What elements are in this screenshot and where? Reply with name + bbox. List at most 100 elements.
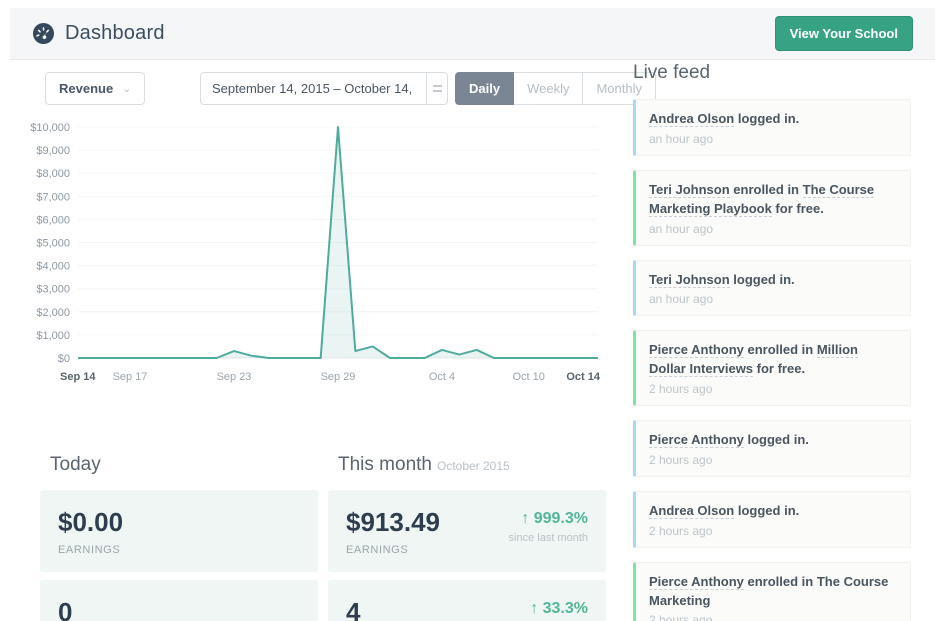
feed-text: logged in.	[729, 271, 795, 287]
feed-item-login: Pierce Anthony logged in. 2 hours ago	[633, 420, 911, 477]
feed-link[interactable]: Pierce Anthony	[649, 573, 744, 590]
x-axis-tick: Sep 14	[60, 371, 96, 383]
feed-item-timestamp: an hour ago	[649, 292, 714, 307]
feed-link[interactable]: The Course Marketing Playbook	[649, 181, 875, 217]
feed-text: enrolled in	[743, 573, 817, 589]
chart-line	[78, 126, 598, 359]
stat-label: EARNINGS	[58, 544, 121, 556]
feed-item-timestamp: an hour ago	[649, 221, 714, 236]
today-card-0: $0.00 EARNINGS	[40, 490, 318, 572]
page-title: Dashboard	[65, 22, 165, 44]
y-axis-tick: $3,000	[36, 284, 70, 296]
feed-item-login: Andrea Olson logged in. 2 hours ago	[633, 490, 911, 548]
feed-item-text: Pierce Anthony enrolled in Million Dolla…	[649, 341, 898, 379]
chevron-down-icon: ⌄	[122, 83, 132, 95]
live-feed-heading: Live feed	[633, 62, 711, 83]
view-your-school-button[interactable]: View Your School	[774, 16, 913, 51]
stat-value: $0.00	[58, 507, 124, 537]
feed-link[interactable]: Teri Johnson	[649, 271, 730, 288]
feed-item-login: Teri Johnson logged in. an hour ago	[633, 259, 911, 317]
stat-label: EARNINGS	[346, 544, 409, 556]
stat-delta: ↑ 33.3%	[530, 600, 588, 617]
feed-item-login: Andrea Olson logged in. an hour ago	[633, 99, 911, 156]
feed-link[interactable]: Pierce Anthony	[649, 342, 744, 359]
tab-daily[interactable]: Daily	[455, 72, 515, 105]
this-month-stats: This month October 2015 $913.49 EARNINGS ↑ …	[328, 448, 606, 621]
top-bar: Dashboard View Your School	[10, 8, 935, 60]
stat-value: $913.49	[346, 507, 440, 537]
stat-delta-note: since last month	[508, 532, 588, 544]
date-range-group	[200, 72, 448, 105]
y-axis-tick: $8,000	[36, 168, 70, 180]
stat-delta: ↑ 999.3%	[521, 510, 588, 527]
feed-item-timestamp: an hour ago	[649, 131, 714, 146]
date-range-icon[interactable]	[426, 72, 448, 105]
feed-text: enrolled in	[743, 342, 817, 358]
x-axis-tick: Sep 23	[217, 371, 252, 383]
feed-text: for free.	[771, 200, 824, 216]
up-arrow-icon: ↑	[530, 600, 539, 617]
feed-text: enrolled in	[729, 181, 803, 197]
feed-link[interactable]: Andrea Olson	[649, 502, 735, 519]
this-month-subheading: October 2015	[436, 459, 510, 473]
feed-item-enroll: Pierce Anthony enrolled in The Course Ma…	[633, 561, 911, 621]
stat-value: 4	[346, 597, 361, 621]
dashboard-gauge-icon	[32, 22, 55, 45]
feed-text: The Course Marketing	[649, 573, 889, 608]
y-axis-tick: $4,000	[36, 261, 70, 273]
y-axis-tick: $9,000	[36, 145, 70, 157]
x-axis-tick: Oct 10	[512, 371, 544, 383]
revenue-chart: $0 $1,000 $2,000 $3,000 $4,000 $5,000 $6,000 $7…	[30, 122, 601, 383]
feed-link[interactable]: Andrea Olson	[649, 111, 735, 127]
granularity-tabs: Daily Weekly Monthly	[455, 72, 656, 105]
feed-item-text: Pierce Anthony enrolled in The Course Ma…	[649, 573, 898, 611]
this-month-card-1: 4↑ 33.3%since last month	[328, 580, 606, 621]
this-month-card-0: $913.49 EARNINGS ↑ 999.3% since last month	[328, 490, 606, 572]
feed-item-enroll: Pierce Anthony enrolled in Million Dolla…	[633, 330, 911, 407]
live-feed: Live feed Andrea Olson logged in. an hour…	[633, 62, 911, 621]
feed-item-timestamp: 2 hours ago	[649, 452, 713, 467]
feed-text: logged in.	[734, 111, 800, 126]
stat-value: 0	[58, 597, 73, 621]
feed-text: logged in.	[743, 432, 809, 448]
y-axis-tick: $6,000	[36, 214, 70, 226]
feed-item-text: Andrea Olson logged in.	[649, 110, 898, 129]
feed-item-timestamp: 2 hours ago	[649, 382, 713, 397]
page-title-group: Dashboard	[32, 22, 165, 45]
feed-link[interactable]: Pierce Anthony	[649, 432, 744, 449]
live-feed-list: Andrea Olson logged in. an hour ago Teri J…	[633, 99, 911, 621]
feed-item-text: Teri Johnson logged in.	[649, 271, 898, 290]
tab-weekly[interactable]: Weekly	[514, 72, 584, 105]
today-heading: Today	[50, 454, 101, 475]
x-axis-tick: Oct 4	[429, 371, 455, 383]
metric-select[interactable]: Revenue ⌄	[45, 72, 146, 105]
this-month-heading: This month	[338, 454, 432, 475]
metric-select-value: Revenue	[59, 81, 114, 96]
feed-item-timestamp: 2 hours ago	[649, 523, 713, 538]
up-arrow-icon: ↑	[521, 510, 530, 527]
feed-item-text: Teri Johnson enrolled in The Course Mark…	[649, 181, 898, 219]
y-axis-tick: $10,000	[30, 122, 70, 134]
feed-item-text: Andrea Olson logged in.	[649, 502, 898, 521]
feed-text: logged in.	[734, 502, 800, 518]
y-axis-tick: $5,000	[36, 238, 70, 250]
x-axis-tick: Sep 17	[113, 371, 148, 383]
y-axis-tick: $7,000	[36, 191, 70, 203]
y-axis-tick: $1,000	[36, 330, 70, 342]
feed-link[interactable]: Million Dollar Interviews	[649, 342, 859, 378]
feed-link[interactable]: Teri Johnson	[649, 181, 730, 198]
date-range-input[interactable]	[200, 72, 426, 105]
feed-item-enroll: Teri Johnson enrolled in The Course Mark…	[633, 169, 911, 246]
today-stats: Today $0.00 EARNINGS 0	[40, 448, 318, 621]
y-axis-tick: $2,000	[36, 307, 70, 319]
x-axis-tick: Sep 29	[321, 371, 356, 383]
chart-area	[78, 127, 598, 358]
stats-section: Today $0.00 EARNINGS 0 This month October 2…	[40, 448, 606, 621]
feed-item-text: Pierce Anthony logged in.	[649, 431, 898, 450]
feed-item-timestamp: 2 hours ago	[649, 613, 713, 621]
today-card-1: 0	[40, 580, 318, 621]
y-axis-tick: $0	[58, 353, 70, 365]
feed-text: for free.	[753, 361, 806, 377]
x-axis-tick: Oct 14	[566, 371, 601, 383]
